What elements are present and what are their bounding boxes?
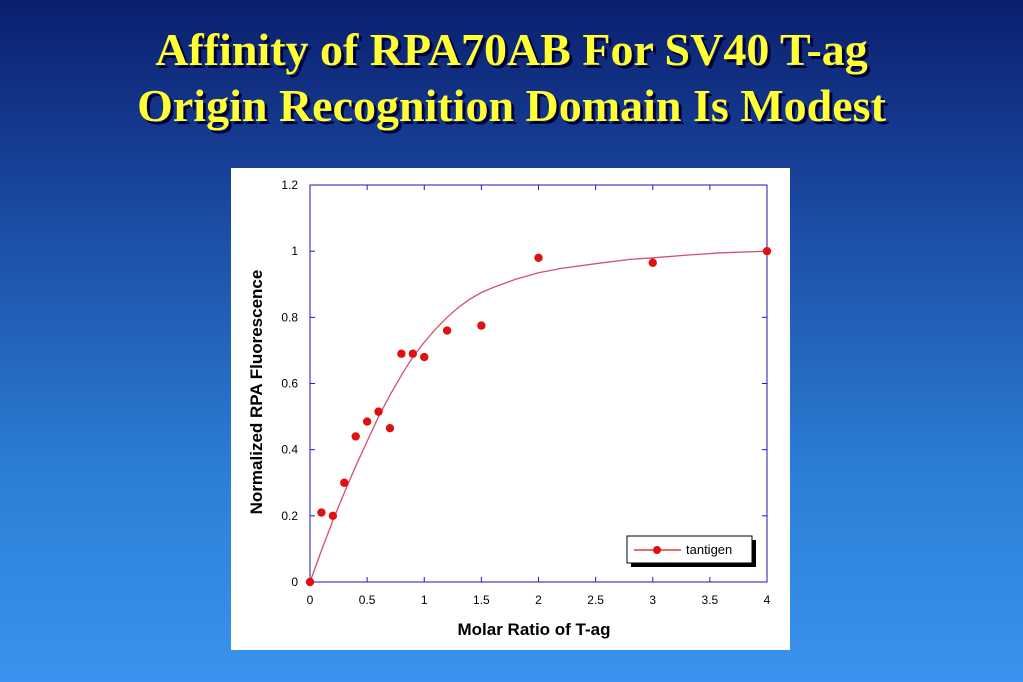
plot-frame	[309, 184, 768, 583]
chart-panel: 0 0.5 1 1.5 2 2.5 3 3.5 4 0 0.2 0.4 0.6 0.8 1 1.2 Molar…	[231, 168, 790, 650]
x-axis-label: Molar Ratio of T-ag	[458, 620, 611, 639]
data-point	[305, 577, 315, 587]
y-tick-label: 1.2	[281, 178, 298, 192]
x-tick-label: 3	[649, 593, 656, 607]
data-point	[477, 321, 486, 330]
x-tick-label: 4	[764, 593, 771, 607]
fluorescence-chart: 0 0.5 1 1.5 2 2.5 3 3.5 4 0 0.2 0.4 0.6 0.8 1 1.2 Molar…	[247, 178, 772, 639]
data-point	[374, 407, 383, 416]
y-tick-label: 0.2	[281, 509, 298, 523]
slide-title: Affinity of RPA70AB For SV40 T-ag Origin…	[0, 22, 1023, 134]
data-point	[442, 326, 452, 335]
slide-title-line-1: Affinity of RPA70AB For SV40 T-ag	[155, 24, 868, 75]
data-point	[534, 253, 543, 262]
x-tick-label: 3.5	[702, 593, 719, 607]
data-point	[385, 423, 395, 433]
fit-curve	[309, 250, 768, 583]
y-tick-label: 0.4	[281, 443, 298, 457]
data-point	[762, 246, 772, 256]
data-point	[397, 349, 406, 358]
y-tick-label: 0.6	[281, 377, 298, 391]
data-point	[362, 417, 372, 426]
x-tick-label: 0	[307, 593, 314, 607]
data-point	[340, 478, 349, 487]
data-point	[317, 508, 326, 517]
tick-labels: 0 0.5 1 1.5 2 2.5 3 3.5 4 0 0.2 0.4 0.6 0.8 1 1.2	[281, 178, 770, 607]
data-point	[328, 511, 338, 521]
data-point	[648, 258, 657, 267]
y-axis-label: Normalized RPA Fluorescence	[247, 270, 266, 515]
x-tick-label: 2	[535, 593, 542, 607]
x-tick-label: 2.5	[587, 593, 604, 607]
legend-marker	[653, 546, 661, 554]
data-point	[408, 349, 418, 358]
legend-label: tantigen	[686, 542, 732, 557]
data-point	[420, 352, 429, 362]
axis-ticks	[309, 184, 768, 583]
x-tick-label: 1.5	[473, 593, 490, 607]
y-tick-label: 1	[291, 244, 298, 258]
data-points	[305, 246, 772, 587]
slide-title-line-2: Origin Recognition Domain Is Modest	[137, 80, 886, 131]
data-point	[351, 432, 360, 441]
y-tick-label: 0	[291, 575, 298, 589]
y-tick-label: 0.8	[281, 310, 298, 324]
legend: tantigen	[626, 535, 756, 567]
x-tick-label: 0.5	[359, 593, 376, 607]
x-tick-label: 1	[421, 593, 428, 607]
